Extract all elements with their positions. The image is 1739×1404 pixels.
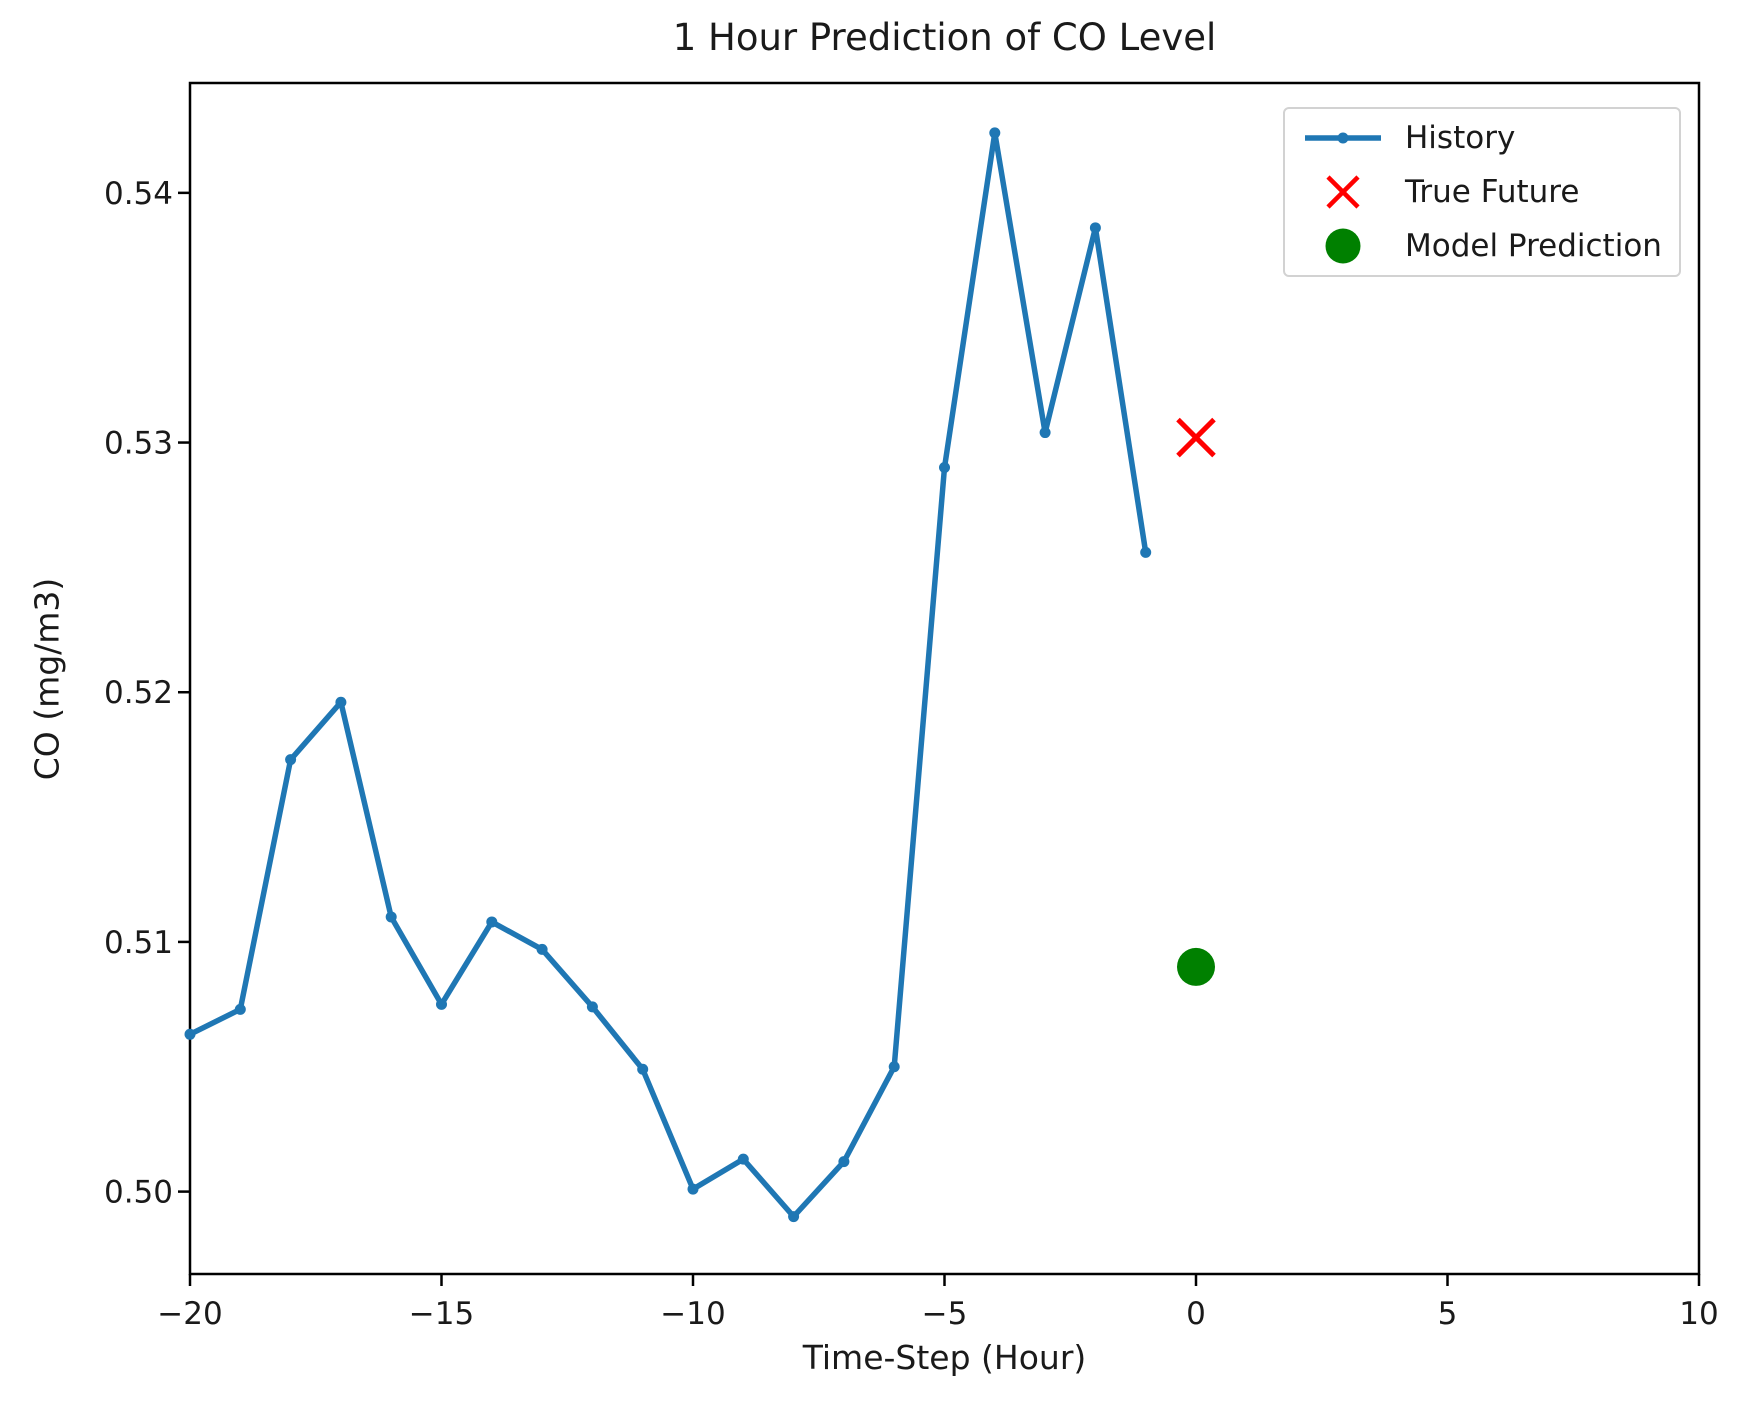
history-marker bbox=[788, 1211, 800, 1223]
legend-entry-model-prediction: Model Prediction bbox=[1285, 221, 1679, 271]
legend-point-sample bbox=[1337, 132, 1349, 144]
history-marker bbox=[939, 462, 950, 474]
chart-title: 1 Hour Prediction of CO Level bbox=[672, 16, 1217, 59]
y-tick-label: 0.54 bbox=[104, 176, 173, 212]
history-marker bbox=[184, 1028, 196, 1040]
history-marker bbox=[335, 696, 347, 708]
history-marker bbox=[436, 998, 447, 1010]
legend-label-history: History bbox=[1405, 120, 1516, 156]
x-marker-icon bbox=[1295, 171, 1391, 213]
history-marker bbox=[1140, 546, 1152, 558]
history-marker bbox=[1089, 222, 1101, 234]
model-prediction-marker bbox=[1177, 947, 1215, 986]
history-line bbox=[187, 130, 1149, 1220]
x-tick-label: −20 bbox=[157, 1296, 222, 1332]
history-marker bbox=[637, 1063, 649, 1075]
true-future-marker bbox=[1176, 417, 1216, 458]
x-tick-label: −10 bbox=[660, 1296, 725, 1332]
history-marker bbox=[586, 1001, 598, 1013]
x-tick-label: 0 bbox=[1186, 1296, 1206, 1332]
x-tick-label: −5 bbox=[922, 1296, 968, 1332]
legend-dot-sample bbox=[1325, 228, 1361, 264]
history-line-icon bbox=[1295, 130, 1391, 146]
legend: History True Future Model Prediction bbox=[1283, 107, 1681, 277]
legend-entry-true-future: True Future bbox=[1285, 167, 1679, 217]
history-marker bbox=[234, 1003, 246, 1015]
history-marker bbox=[536, 943, 548, 955]
history-marker bbox=[888, 1061, 900, 1073]
x-tick-label: −15 bbox=[409, 1296, 474, 1332]
y-tick-label: 0.51 bbox=[104, 925, 173, 961]
legend-x-stroke bbox=[1326, 175, 1360, 209]
history-marker bbox=[737, 1153, 749, 1165]
dot-marker-icon bbox=[1295, 225, 1391, 267]
history-marker bbox=[385, 911, 397, 923]
legend-entry-history: History bbox=[1285, 113, 1679, 163]
y-tick-label: 0.52 bbox=[104, 675, 173, 711]
history-marker bbox=[285, 754, 297, 766]
x-axis-label: Time-Step (Hour) bbox=[802, 1338, 1087, 1377]
history-marker bbox=[838, 1156, 850, 1168]
history-marker bbox=[989, 127, 1001, 139]
legend-label-true-future: True Future bbox=[1405, 174, 1580, 210]
x-tick-label: 10 bbox=[1679, 1296, 1718, 1332]
history-marker bbox=[1039, 427, 1051, 439]
history-marker bbox=[486, 916, 498, 928]
x-tick-label: 5 bbox=[1438, 1296, 1458, 1332]
history-marker bbox=[687, 1183, 699, 1195]
y-tick-label: 0.50 bbox=[104, 1175, 173, 1211]
legend-label-model-prediction: Model Prediction bbox=[1405, 228, 1662, 264]
y-tick-label: 0.53 bbox=[104, 426, 173, 462]
